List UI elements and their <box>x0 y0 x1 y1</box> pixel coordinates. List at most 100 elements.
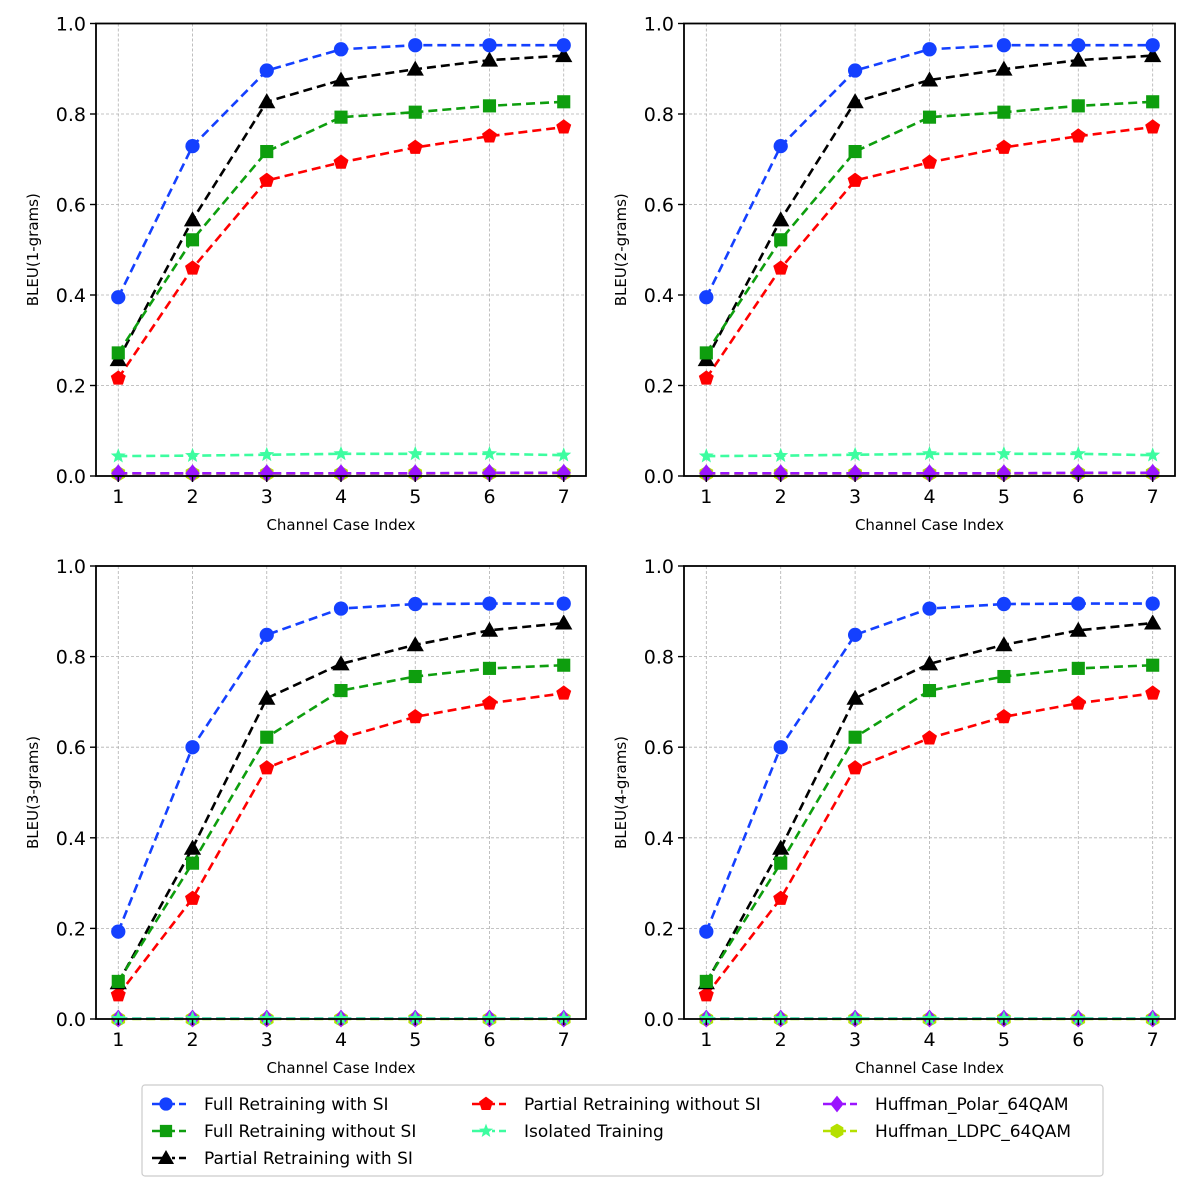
x-tick-label: 6 <box>483 1029 495 1051</box>
data-point <box>848 730 862 744</box>
data-point <box>556 38 571 53</box>
data-point <box>482 463 497 482</box>
data-point <box>699 290 714 305</box>
data-point <box>333 1010 349 1025</box>
data-point <box>185 464 200 483</box>
series-partial-retraining-without-si <box>110 119 572 385</box>
series-full-retraining-with-si <box>699 596 1160 939</box>
y-tick-label: 0.6 <box>644 195 674 217</box>
data-point <box>111 290 126 305</box>
data-point <box>260 144 274 159</box>
data-point <box>556 463 571 482</box>
data-point <box>1146 658 1160 672</box>
data-point <box>1071 596 1086 611</box>
y-tick-label: 1.0 <box>56 556 86 578</box>
x-tick-label: 1 <box>112 1029 124 1051</box>
data-point <box>481 695 497 710</box>
series-full-retraining-with-si <box>699 38 1160 305</box>
data-point <box>185 1010 201 1025</box>
legend-frame <box>141 1084 1104 1177</box>
data-point <box>111 924 126 939</box>
data-point <box>996 445 1012 461</box>
y-tick-label: 0.4 <box>644 828 674 850</box>
series-full-retraining-without-si <box>699 95 1160 360</box>
data-point <box>259 1010 275 1025</box>
data-point <box>259 464 274 483</box>
subplot-top-right: 1 2 3 4 5 6 7 0.0 0.2 0.4 0.6 0.8 1.0 Channel Case In… <box>612 14 1176 534</box>
y-tick-label: 0.2 <box>644 376 674 398</box>
subplot-bottom-left: 1 2 3 4 5 6 7 0.0 0.2 0.4 0.6 0.8 1.0 Channel Case In… <box>24 556 587 1077</box>
legend-item: Full Retraining without SI <box>152 1122 416 1142</box>
data-point <box>922 464 937 483</box>
data-point <box>773 260 789 275</box>
data-point <box>259 63 274 78</box>
x-tick-label: 7 <box>1147 1029 1159 1051</box>
data-point <box>698 987 714 1002</box>
legend-item: Huffman_Polar_64QAM <box>823 1095 1069 1115</box>
data-point <box>480 621 499 637</box>
data-point <box>698 370 714 385</box>
x-axis-label: Channel Case Index <box>266 516 415 534</box>
data-point <box>996 1010 1012 1025</box>
y-tick-label: 0.6 <box>644 737 674 759</box>
legend-item: Isolated Training <box>472 1122 664 1142</box>
series-huffman-polar-64qam <box>111 463 571 483</box>
data-point <box>482 38 497 53</box>
legend-marker-hexagon-icon <box>830 1123 844 1139</box>
data-point <box>481 445 497 461</box>
data-point <box>482 661 497 675</box>
data-point <box>258 689 276 705</box>
data-point <box>408 38 423 53</box>
x-tick-label: 7 <box>558 1029 570 1051</box>
series-isolated-training <box>110 445 572 463</box>
data-point <box>1146 95 1160 109</box>
data-point <box>847 760 863 775</box>
legend-label: Isolated Training <box>524 1122 664 1142</box>
data-point <box>333 42 349 57</box>
data-point <box>334 684 348 698</box>
data-point <box>847 172 863 187</box>
data-point <box>996 464 1012 483</box>
data-point <box>1145 119 1161 134</box>
data-point <box>773 890 789 905</box>
data-point <box>408 105 422 119</box>
y-axis-label: BLEU(3-grams) <box>24 736 42 849</box>
data-point <box>482 99 497 113</box>
data-point <box>922 42 937 57</box>
data-point <box>774 233 788 247</box>
data-point <box>1071 463 1086 482</box>
data-point <box>556 1010 572 1025</box>
data-point <box>847 446 863 462</box>
legend-label: Partial Retraining without SI <box>524 1095 761 1115</box>
data-point <box>847 1010 863 1025</box>
x-tick-label: 3 <box>261 1029 273 1051</box>
x-tick-label: 1 <box>700 486 712 508</box>
data-point <box>698 448 714 463</box>
x-axis-label: Channel Case Index <box>266 1059 415 1077</box>
data-point <box>555 614 573 630</box>
data-point <box>922 1010 937 1025</box>
y-axis-label: BLEU(4-grams) <box>612 736 630 849</box>
legend-label: Partial Retraining with SI <box>204 1149 413 1169</box>
series-full-retraining-with-si <box>111 38 571 305</box>
data-point <box>846 689 864 705</box>
data-point <box>922 730 937 745</box>
data-point <box>773 464 788 483</box>
legend-label: Huffman_Polar_64QAM <box>875 1095 1069 1115</box>
data-point <box>332 71 350 87</box>
data-point <box>406 60 424 76</box>
data-point <box>997 669 1011 684</box>
data-point <box>185 740 200 755</box>
data-point <box>407 1010 423 1025</box>
data-point <box>699 974 713 988</box>
data-point <box>773 447 789 463</box>
data-point <box>773 139 788 154</box>
y-tick-label: 0.8 <box>56 647 86 669</box>
x-axis-label: Channel Case Index <box>855 1059 1004 1077</box>
data-point <box>847 627 863 642</box>
data-point <box>333 445 349 461</box>
y-tick-label: 0.0 <box>56 1009 86 1031</box>
data-point <box>259 446 275 462</box>
legend-marker-square-icon <box>159 1124 173 1138</box>
